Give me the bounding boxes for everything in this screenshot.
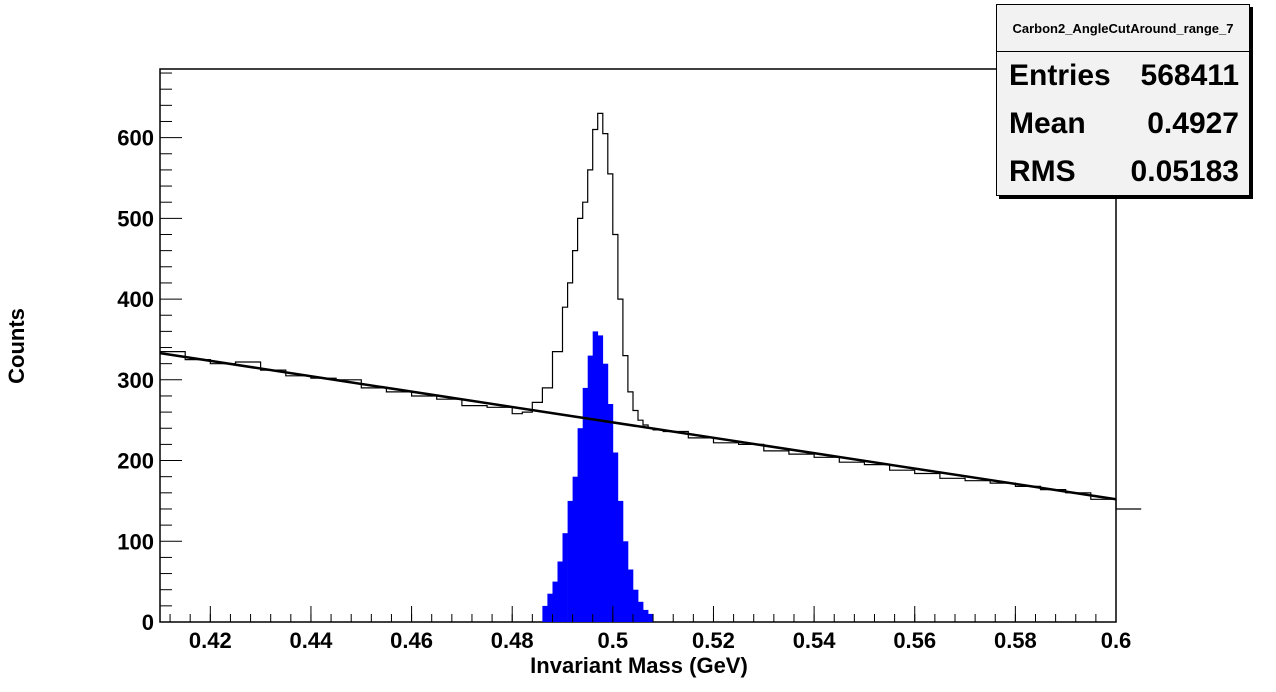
signal-bin <box>612 452 619 622</box>
x-tick-label: 0.46 <box>390 628 433 653</box>
y-tick-label: 200 <box>117 449 154 474</box>
signal-bin <box>562 533 568 622</box>
signal-bin <box>547 593 553 622</box>
signal-bin <box>607 404 614 622</box>
x-axis-title: Invariant Mass (GeV) <box>530 653 748 678</box>
signal-bin <box>572 476 578 622</box>
signal-bin <box>602 363 609 622</box>
stats-row-rms: RMS 0.05183 <box>997 148 1249 196</box>
plot-frame <box>159 68 1117 623</box>
signal-bin <box>617 500 624 622</box>
stats-box: Carbon2_AngleCutAround_range_7 Entries 5… <box>996 4 1250 196</box>
stats-title: Carbon2_AngleCutAround_range_7 <box>997 5 1249 52</box>
y-tick-label: 600 <box>117 126 154 151</box>
fit-layer <box>159 351 1117 501</box>
signal-bin <box>627 569 634 622</box>
x-tick-label: 0.44 <box>290 628 334 653</box>
x-tick-label: 0.56 <box>893 628 936 653</box>
rms-value: 0.05183 <box>1130 155 1239 188</box>
signal-bin <box>648 613 654 622</box>
y-tick-label: 300 <box>117 368 154 393</box>
signal-bin <box>622 541 629 622</box>
y-axis-title: Counts <box>4 308 29 384</box>
background-fit-line <box>159 351 1117 501</box>
y-tick-label: 0 <box>142 610 154 635</box>
data-histogram-series <box>160 112 1142 510</box>
signal-bin <box>552 581 558 622</box>
rms-label: RMS <box>1009 155 1076 188</box>
signal-fill-layer <box>542 331 654 622</box>
signal-bin <box>643 609 649 622</box>
signal-bin <box>567 500 573 622</box>
y-tick-label: 100 <box>117 529 154 554</box>
signal-bin <box>592 331 599 622</box>
signal-bin <box>587 355 594 622</box>
mean-value: 0.4927 <box>1147 107 1239 140</box>
x-tick-label: 0.42 <box>189 628 232 653</box>
stats-row-entries: Entries 568411 <box>997 52 1249 100</box>
signal-bin <box>633 589 639 622</box>
histogram-layer <box>160 112 1142 510</box>
x-tick-label: 0.54 <box>793 628 837 653</box>
signal-bin <box>577 428 583 622</box>
x-tick-label: 0.48 <box>491 628 534 653</box>
signal-bin <box>582 387 589 622</box>
y-tick-label: 500 <box>117 206 154 231</box>
signal-bin <box>542 605 548 622</box>
x-tick-label: 0.58 <box>994 628 1037 653</box>
mean-label: Mean <box>1009 107 1086 140</box>
entries-label: Entries <box>1009 59 1111 92</box>
y-tick-label: 400 <box>117 287 154 312</box>
signal-bin <box>557 561 563 622</box>
signal-bin <box>597 335 604 622</box>
entries-value: 568411 <box>1140 59 1239 92</box>
x-tick-label: 0.5 <box>598 628 629 653</box>
x-tick-label: 0.52 <box>692 628 735 653</box>
ticks-layer: 0 100 200 300 400 500 600 0.42 0.44 0.46 0.48 0.5 0.… <box>117 72 1132 653</box>
signal-bin <box>638 601 644 622</box>
stats-row-mean: Mean 0.4927 <box>997 100 1249 148</box>
x-tick-label: 0.6 <box>1101 628 1132 653</box>
